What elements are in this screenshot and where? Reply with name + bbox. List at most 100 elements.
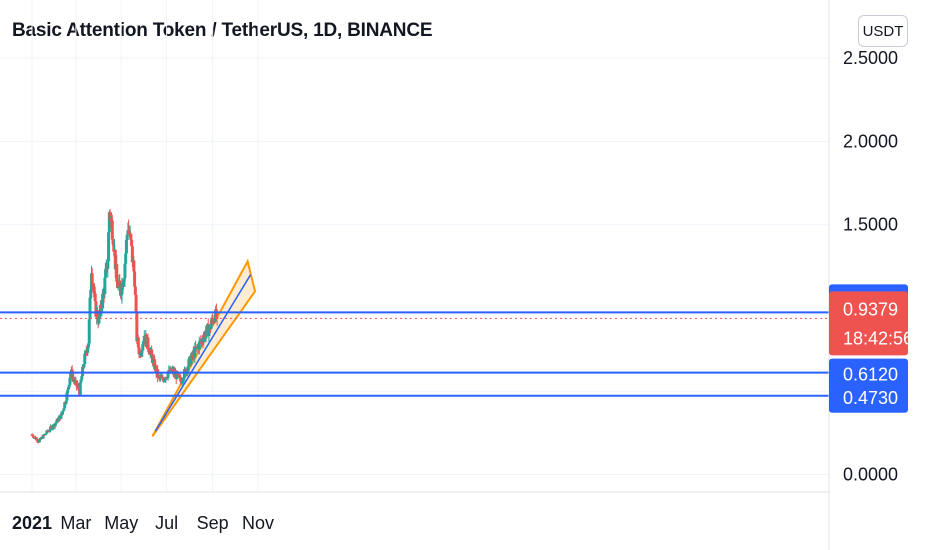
- candle-body: [59, 413, 63, 419]
- level-price-tag: [829, 381, 908, 413]
- candle-body: [162, 379, 166, 382]
- candle-body: [193, 346, 197, 358]
- countdown-tag-text: 18:42:56: [843, 328, 913, 348]
- candle-body: [72, 377, 76, 380]
- candle-body: [182, 378, 186, 381]
- candle-body: [104, 269, 108, 278]
- grid: [0, 0, 829, 492]
- candle-body: [108, 212, 112, 221]
- chart-title: Basic Attention Token / TetherUS, 1D, BI…: [12, 20, 433, 41]
- candle-body: [166, 373, 170, 378]
- candle-body: [181, 380, 185, 382]
- last-price-tag-text: 0.9379: [843, 299, 898, 319]
- candle-body: [122, 278, 126, 282]
- candle-body: [54, 422, 58, 424]
- candle-body: [81, 367, 85, 369]
- candle-body: [197, 341, 201, 350]
- level-price-tag-text: 0.6120: [843, 365, 898, 385]
- candle-body: [194, 346, 198, 349]
- candle-body: [119, 294, 123, 296]
- candle-body: [129, 233, 133, 240]
- candle-body: [124, 239, 128, 254]
- candle-body: [182, 369, 186, 379]
- candle-body: [140, 350, 144, 353]
- candle-body: [94, 301, 98, 317]
- candles: [30, 209, 219, 444]
- candle-body: [35, 438, 39, 442]
- trendline-drawing: [154, 274, 252, 432]
- candle-body: [97, 317, 101, 324]
- candle-body: [90, 273, 94, 284]
- candle-body: [85, 352, 89, 354]
- candle-body: [48, 430, 52, 432]
- candle-body: [130, 239, 134, 247]
- candle-body: [88, 297, 92, 320]
- candle-body: [157, 375, 161, 377]
- currency-button[interactable]: USDT: [858, 15, 908, 47]
- candle-body: [207, 329, 211, 336]
- candle-body: [123, 263, 127, 279]
- candle-body: [121, 281, 125, 287]
- wedge-layer[interactable]: [151, 258, 257, 437]
- candle-body: [92, 285, 96, 292]
- price-axis[interactable]: 2.5000 2.0000 1.5000 0.0000: [843, 48, 898, 485]
- candle-body: [139, 352, 143, 356]
- candle-body: [141, 344, 145, 351]
- candle-body: [103, 277, 107, 295]
- price-tick-label: 2.0000: [843, 131, 898, 151]
- candle-body: [106, 261, 110, 269]
- candle-body: [98, 305, 102, 316]
- candle-body: [133, 271, 137, 287]
- candle-body: [70, 369, 74, 379]
- candle-body: [130, 246, 134, 263]
- candle-body: [150, 349, 154, 356]
- candle-body: [189, 357, 193, 365]
- candle-body: [79, 379, 83, 383]
- candle-body: [110, 220, 114, 240]
- candle-body: [53, 423, 57, 427]
- candle-body: [66, 389, 70, 393]
- candle-body: [107, 232, 111, 262]
- candle-body: [124, 253, 128, 264]
- candle-body: [136, 337, 140, 348]
- candle-body: [112, 243, 116, 252]
- candle-body: [161, 376, 165, 380]
- candle-body: [127, 230, 131, 235]
- candle-body: [113, 249, 117, 270]
- candle-body: [44, 433, 48, 435]
- candle-body: [51, 427, 55, 429]
- candle-body: [42, 434, 46, 436]
- candle-body: [68, 378, 72, 385]
- candle-body: [186, 366, 190, 372]
- candle-body: [60, 411, 64, 415]
- candle-body: [64, 400, 68, 403]
- candle-body: [118, 280, 122, 287]
- candle-body: [110, 218, 114, 221]
- month-tick-label: Sep: [197, 513, 229, 533]
- candle-body: [135, 311, 139, 342]
- candle-body: [92, 291, 96, 294]
- candle-body: [178, 376, 182, 378]
- candle-body: [209, 324, 213, 329]
- candle-body: [41, 434, 45, 439]
- candle-body: [75, 380, 79, 387]
- price-tick-label: 2.5000: [843, 48, 898, 68]
- candle-body: [43, 433, 47, 435]
- time-axis[interactable]: 2021 Mar May Jul Sep Nov: [12, 513, 274, 533]
- candle-body: [125, 234, 129, 240]
- candle-body: [78, 382, 82, 395]
- horizontal-levels[interactable]: [0, 311, 829, 397]
- candle-body: [89, 289, 93, 298]
- candle-body: [91, 283, 95, 286]
- month-tick-label: Nov: [242, 513, 274, 533]
- level-price-tag-text: 0.4730: [843, 388, 898, 408]
- candle-body: [137, 347, 141, 355]
- candle-body: [180, 381, 184, 384]
- candle-body: [202, 337, 206, 343]
- candle-body: [37, 439, 41, 443]
- candle-body: [87, 319, 91, 344]
- candle-body: [93, 293, 97, 302]
- candle-body: [100, 308, 104, 310]
